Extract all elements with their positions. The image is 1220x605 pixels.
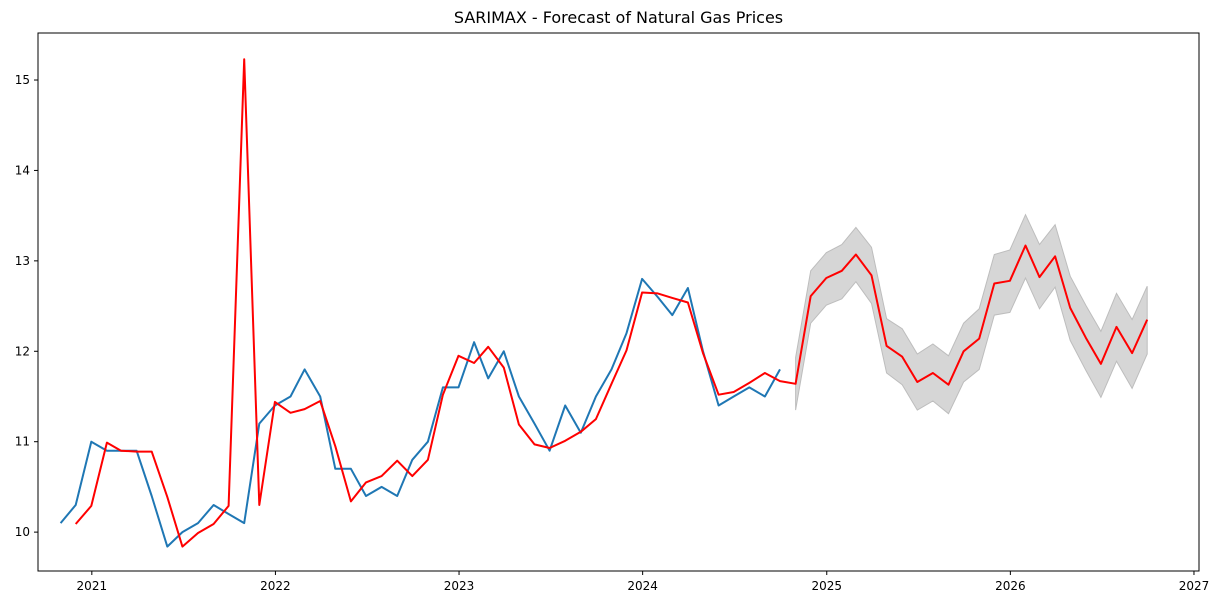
y-tick-label: 14	[15, 163, 30, 177]
y-tick-label: 12	[15, 344, 30, 358]
y-tick-label: 15	[15, 73, 30, 87]
x-tick-label: 2023	[444, 579, 475, 593]
chart-title: SARIMAX - Forecast of Natural Gas Prices	[454, 8, 783, 27]
x-tick-label: 2025	[811, 579, 842, 593]
y-axis: 10 11 12 13 14 15	[15, 73, 38, 539]
plot-frame	[37, 32, 1200, 572]
x-tick-label: 2026	[995, 579, 1026, 593]
y-tick-label: 11	[15, 435, 30, 449]
forecast-price-line	[74, 58, 1149, 548]
x-tick-label: 2024	[627, 579, 658, 593]
x-tick-label: 2027	[1179, 579, 1210, 593]
x-tick-label: 2021	[77, 579, 108, 593]
y-tick-label: 13	[15, 254, 30, 268]
x-axis: 2021 2022 2023 2024 2025 2026 2027	[77, 571, 1210, 593]
y-tick-label: 10	[15, 525, 30, 539]
confidence-band	[795, 213, 1148, 415]
x-tick-label: 2022	[260, 579, 291, 593]
actual-price-line	[59, 277, 781, 548]
